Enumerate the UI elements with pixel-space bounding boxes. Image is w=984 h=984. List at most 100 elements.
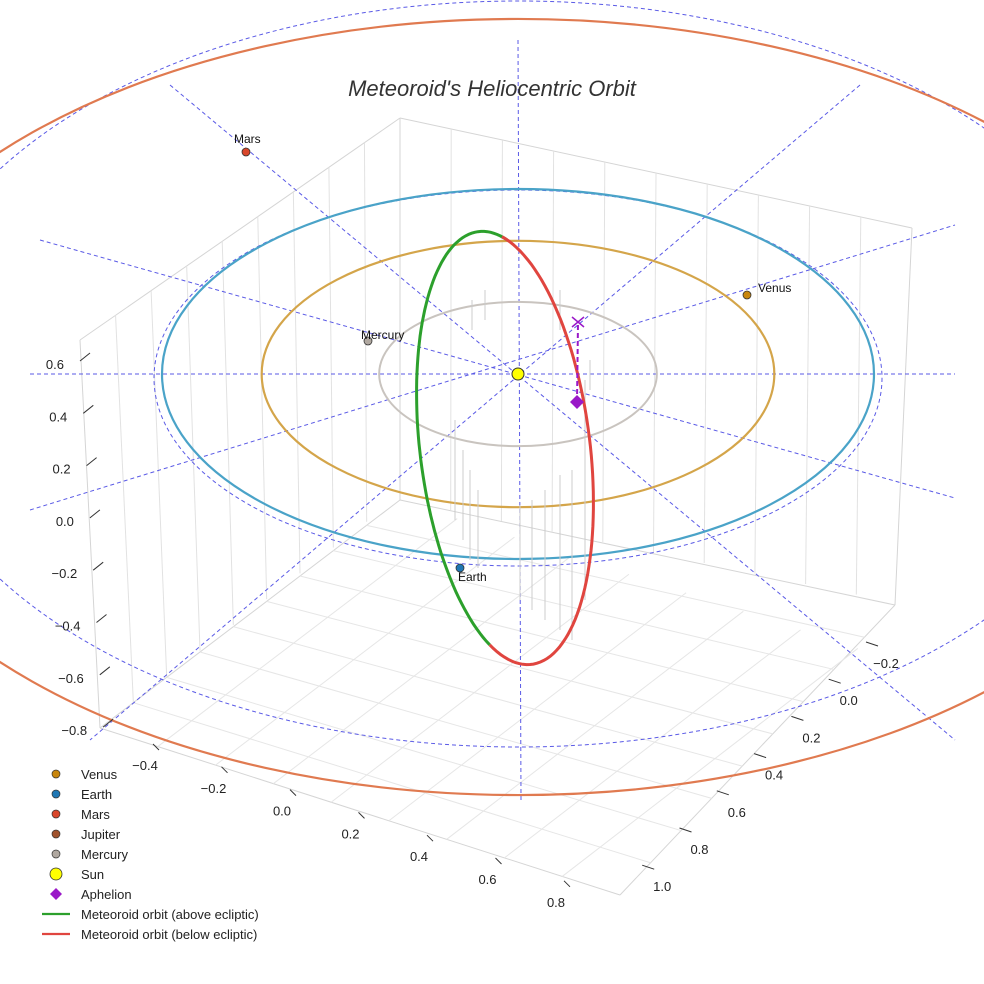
legend-item: Earth [51, 787, 112, 802]
guide-diagonal [169, 84, 956, 741]
grid-line [273, 555, 572, 785]
guide-diagonal [29, 224, 956, 511]
meteoroid-orbit [415, 229, 595, 667]
grid-line [133, 702, 651, 864]
z-tick-mark [79, 352, 91, 362]
x-tick-mark [152, 743, 160, 751]
legend-item: Venus [51, 767, 118, 782]
z-tick-label: −0.2 [52, 566, 78, 581]
legend-item: Mercury [51, 847, 128, 862]
planet-venus [742, 290, 752, 300]
z-tick-mark [82, 404, 94, 414]
y-tick-label: −0.2 [873, 656, 899, 671]
z-tick-label: −0.6 [58, 671, 84, 686]
grid-edge [79, 339, 101, 729]
z-tick-mark [86, 457, 97, 466]
orbit-mars [0, 17, 984, 797]
grid-line [299, 575, 804, 703]
y-tick-mark [642, 864, 655, 870]
grid-line [292, 191, 301, 574]
z-tick-label: 0.0 [56, 514, 74, 529]
grid-line [551, 150, 555, 532]
grid-edge [894, 227, 913, 606]
legend-label: Meteoroid orbit (above ecliptic) [81, 907, 259, 922]
y-tick-mark [716, 790, 729, 796]
grid-line [233, 626, 743, 767]
grid-edge [399, 499, 896, 606]
grid-line [199, 651, 712, 799]
grid-line [754, 194, 759, 574]
x-tick-mark [289, 789, 297, 796]
legend-marker [51, 789, 61, 799]
x-tick-label: −0.2 [201, 781, 227, 796]
guide-diagonal [39, 239, 956, 499]
orbit-mercury [378, 300, 658, 448]
x-tick-label: 0.4 [410, 849, 428, 864]
legend-marker [51, 809, 61, 819]
grid-line [602, 161, 606, 543]
z-tick-mark [92, 561, 104, 571]
planet-label-earth: Earth [458, 570, 487, 584]
y-tick-label: 0.2 [802, 730, 820, 745]
y-tick-label: 0.8 [690, 842, 708, 857]
chart-title: Meteoroid's Heliocentric Orbit [348, 76, 637, 101]
grid-line [266, 600, 773, 735]
z-tick-mark [89, 509, 101, 519]
z-tick-label: 0.2 [53, 462, 71, 477]
legend-item: Sun [49, 867, 104, 882]
legend-marker [51, 829, 61, 839]
grid-line [805, 205, 811, 585]
grid-line [166, 676, 682, 832]
z-tick-label: 0.6 [46, 357, 64, 372]
grid-line [215, 536, 515, 766]
grid-line [366, 524, 865, 638]
x-tick-mark [495, 857, 502, 865]
y-tick-mark [865, 641, 879, 647]
legend-label: Earth [81, 787, 112, 802]
grid-line [561, 648, 859, 877]
y-tick-label: 0.4 [765, 768, 783, 783]
x-tick-mark [563, 880, 571, 888]
orbit-venus [260, 239, 776, 509]
x-tick-label: 0.6 [478, 872, 496, 887]
grid-line [157, 518, 458, 747]
grid-line [500, 139, 503, 522]
legend-marker [50, 888, 62, 900]
y-tick-mark [828, 678, 841, 684]
z-tick-label: −0.8 [61, 723, 87, 738]
legend-label: Venus [81, 767, 118, 782]
legend-marker [51, 849, 61, 859]
legend-item: Jupiter [51, 827, 121, 842]
grid-line [333, 550, 835, 670]
planet-label-venus: Venus [758, 281, 791, 295]
z-tick-label: 0.4 [49, 409, 67, 424]
x-tick-label: 0.2 [341, 826, 359, 841]
x-tick-label: 0.0 [273, 804, 291, 819]
grid-line [186, 265, 201, 651]
aphelion-projection-marker [571, 316, 585, 328]
y-tick-label: 0.6 [728, 805, 746, 820]
aphelion-marker [570, 395, 584, 409]
grid-line [150, 290, 168, 677]
legend-label: Aphelion [81, 887, 132, 902]
y-tick-label: 1.0 [653, 879, 671, 894]
grid-line [328, 167, 334, 548]
y-tick-mark [753, 753, 767, 759]
planet-label-mars: Mars [234, 132, 261, 146]
grid-line [221, 241, 234, 625]
axes-grid [79, 117, 913, 896]
orbit-earth [160, 187, 876, 561]
x-tick-mark [426, 834, 434, 842]
sun-marker [511, 367, 525, 381]
grid-line [504, 629, 801, 859]
guide-diagonal [89, 84, 861, 741]
grid-line [115, 315, 134, 703]
grid-edge [619, 604, 896, 896]
y-tick-mark [679, 827, 692, 833]
meteoroid-above-arc [415, 229, 508, 646]
legend-label: Meteoroid orbit (below ecliptic) [81, 927, 257, 942]
aphelion-drop-line [576, 321, 579, 403]
legend-item: Mars [51, 807, 110, 822]
outer-guide-ellipse [0, 0, 984, 748]
